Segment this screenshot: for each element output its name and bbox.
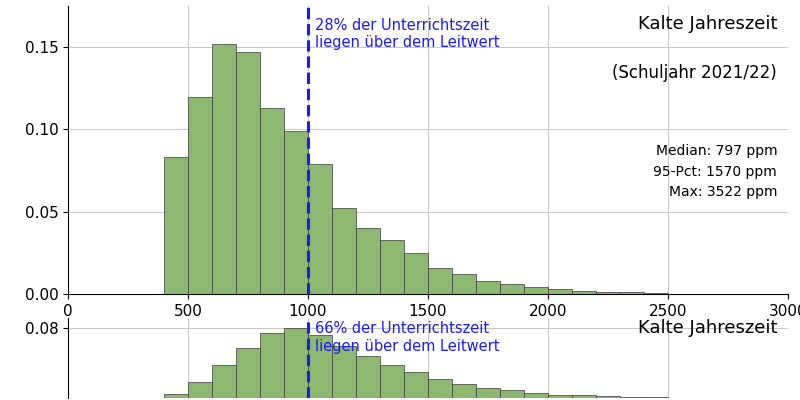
- Bar: [188, 382, 212, 398]
- Bar: [572, 291, 596, 294]
- Bar: [476, 388, 500, 398]
- Text: 66% der Unterrichtszeit
liegen über dem Leitwert: 66% der Unterrichtszeit liegen über dem …: [315, 322, 500, 354]
- Text: 28% der Unterrichtszeit
liegen über dem Leitwert: 28% der Unterrichtszeit liegen über dem …: [315, 18, 500, 50]
- Text: Kalte Jahreszeit: Kalte Jahreszeit: [638, 319, 778, 337]
- Bar: [500, 390, 524, 398]
- Text: Median: 797 ppm
95-Pct: 1570 ppm
Max: 3522 ppm: Median: 797 ppm 95-Pct: 1570 ppm Max: 35…: [654, 144, 778, 200]
- Bar: [188, 96, 212, 294]
- Bar: [644, 397, 668, 398]
- Bar: [260, 333, 284, 398]
- Bar: [548, 394, 572, 398]
- Bar: [572, 395, 596, 398]
- Bar: [380, 240, 404, 294]
- Bar: [428, 268, 452, 294]
- Bar: [284, 131, 308, 294]
- Bar: [212, 44, 236, 294]
- Bar: [236, 348, 260, 398]
- Bar: [596, 396, 620, 398]
- Bar: [380, 365, 404, 398]
- Bar: [356, 356, 380, 398]
- Bar: [284, 328, 308, 398]
- Bar: [332, 346, 356, 398]
- Bar: [308, 335, 332, 398]
- Bar: [164, 394, 188, 398]
- Bar: [212, 365, 236, 398]
- Bar: [428, 379, 452, 398]
- Bar: [356, 228, 380, 294]
- Bar: [620, 397, 644, 398]
- Bar: [164, 158, 188, 294]
- Bar: [644, 293, 668, 294]
- Bar: [404, 372, 428, 398]
- Bar: [596, 292, 620, 294]
- Bar: [236, 52, 260, 294]
- Bar: [476, 281, 500, 294]
- Bar: [308, 164, 332, 294]
- Bar: [260, 108, 284, 294]
- Bar: [332, 208, 356, 294]
- Bar: [524, 288, 548, 294]
- Bar: [452, 384, 476, 398]
- Bar: [452, 274, 476, 294]
- Bar: [524, 393, 548, 398]
- Bar: [404, 253, 428, 294]
- Bar: [620, 292, 644, 294]
- Bar: [500, 284, 524, 294]
- Bar: [548, 289, 572, 294]
- Text: Kalte Jahreszeit: Kalte Jahreszeit: [638, 15, 778, 33]
- Text: (Schuljahr 2021/22): (Schuljahr 2021/22): [613, 64, 778, 82]
